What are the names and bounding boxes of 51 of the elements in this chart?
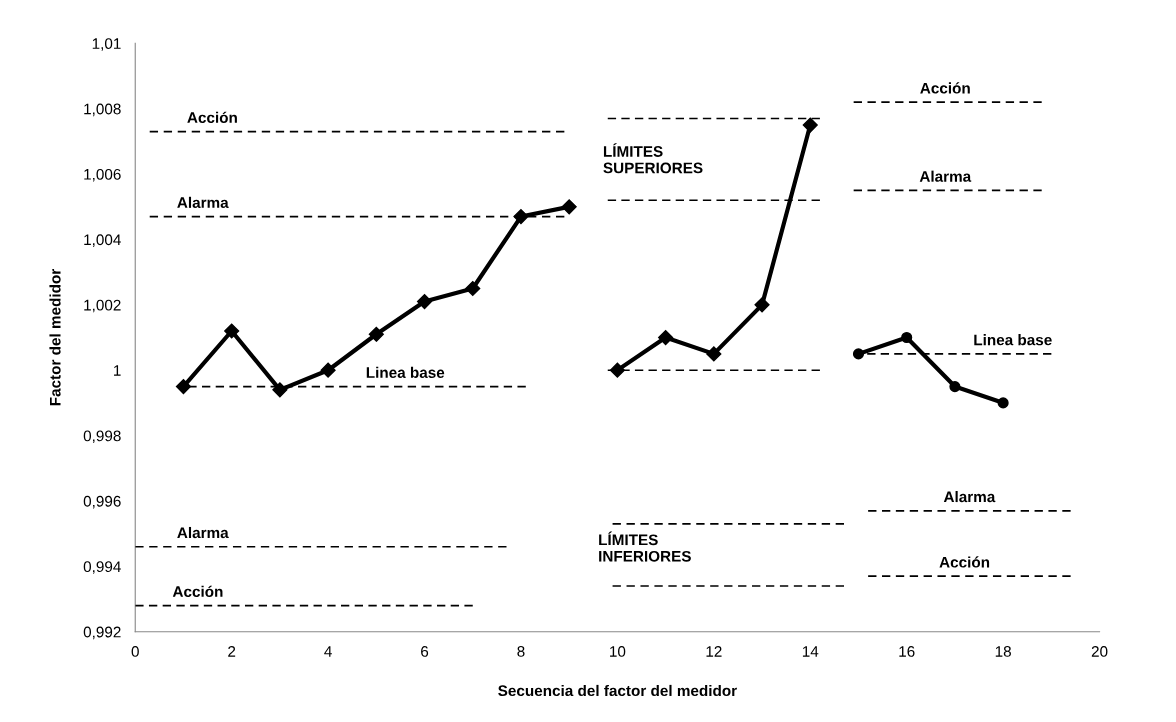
point (224, 323, 240, 339)
annotation: Alarma (919, 170, 972, 182)
point (272, 382, 288, 398)
annotation: Alarma (943, 491, 996, 503)
x-tick-label: 14 (802, 646, 819, 657)
x-tick-label: 10 (610, 646, 626, 657)
annotation: LÍMITES SUPERIORES (603, 143, 703, 174)
x-tick-label: 0 (131, 646, 139, 657)
point (802, 117, 818, 133)
point (706, 346, 722, 362)
y-tick-label: 0,994 (83, 561, 121, 574)
point (949, 381, 961, 393)
annotation: Linea base (366, 366, 445, 378)
x-tick-label: 4 (324, 646, 332, 657)
point (320, 362, 336, 378)
point (416, 294, 433, 310)
annotation: Acción (187, 111, 237, 124)
annotation: LÍMITES INFERIORES (599, 531, 691, 562)
y-tick-label: 0,998 (83, 430, 121, 444)
x-tick-label: 2 (228, 646, 236, 657)
x-axis-title: Secuencia del factor del medidor (498, 684, 737, 697)
point (901, 331, 913, 344)
x-tick-label: 16 (899, 646, 915, 657)
y-tick-label: 1,002 (84, 299, 121, 313)
point (754, 297, 770, 313)
annotation: Acción (920, 82, 970, 94)
point (513, 209, 529, 225)
annotation: Acción (172, 585, 223, 598)
annotation: Alarma (177, 196, 229, 208)
y-axis-title: Factor del medidor (49, 269, 61, 406)
annotation: Alarma (177, 526, 229, 539)
y-tick-label: 1,01 (92, 38, 121, 51)
y-tick-label: 0,992 (83, 626, 121, 640)
y-tick-label: 1,006 (84, 168, 121, 182)
point (175, 379, 192, 395)
y-tick-label: 1,004 (84, 234, 121, 247)
x-tick-label: 12 (706, 646, 722, 657)
y-tick-label: 0,996 (83, 495, 121, 509)
x-tick-label: 8 (517, 646, 525, 657)
y-tick-label: 1 (114, 365, 121, 376)
point (465, 280, 481, 297)
point (368, 326, 384, 342)
point (658, 329, 674, 346)
x-tick-label: 6 (421, 646, 429, 657)
annotation: Acción (939, 556, 990, 568)
y-tick-label: 1,008 (84, 103, 121, 117)
point (997, 397, 1009, 409)
point (561, 199, 577, 215)
x-tick-label: 18 (995, 646, 1011, 657)
x-tick-label: 20 (1091, 646, 1108, 657)
annotation: Linea base (974, 334, 1052, 346)
